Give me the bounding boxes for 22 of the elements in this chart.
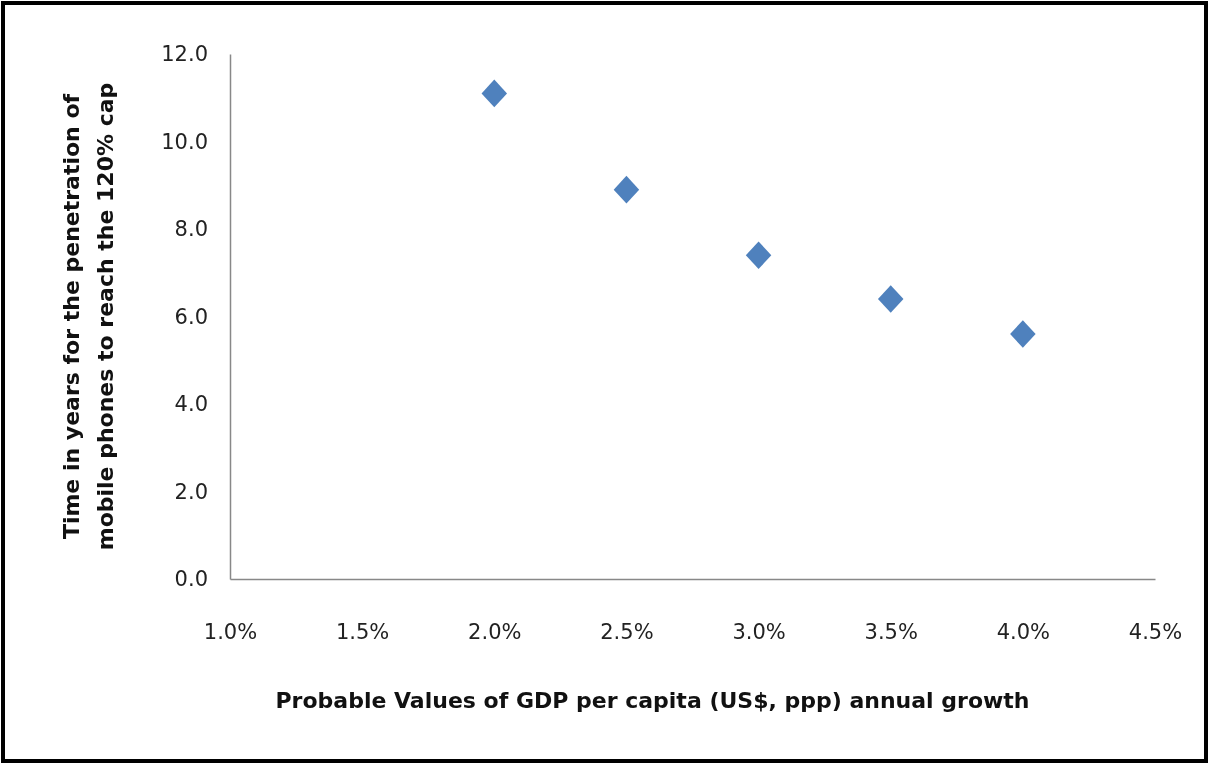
point [745,241,772,270]
y-tick-label: 12.0 [161,42,208,67]
y-tick-label: 2.0 [174,479,208,504]
x-tick-label: 1.5% [335,619,390,644]
y-tick-label: 8.0 [174,217,208,242]
x-tick-label: 2.0% [468,619,522,644]
x-tick-label: 1.0% [203,619,258,644]
x-tick-label: 3.5% [864,619,918,644]
x-tick-label: 3.0% [732,619,786,644]
point [613,175,640,204]
y-tick-label: 6.0 [174,304,208,329]
x-tick-label: 4.5% [1128,619,1183,644]
point [1010,320,1036,348]
y-tick-label: 4.0 [174,392,208,417]
y-axis-title: Time in years for the penetration of mobile phones to reach the 120% cap [59,82,118,551]
point [877,285,904,313]
point [481,79,508,108]
x-tick-label: 2.5% [600,619,654,644]
x-axis-title: Probable Values of GDP per capita (US$, ppp) annual growth [275,688,1030,713]
y-tick-label: 0.0 [174,567,208,592]
x-tick-label: 4.0% [996,619,1051,644]
y-tick-label: 10.0 [161,129,208,154]
